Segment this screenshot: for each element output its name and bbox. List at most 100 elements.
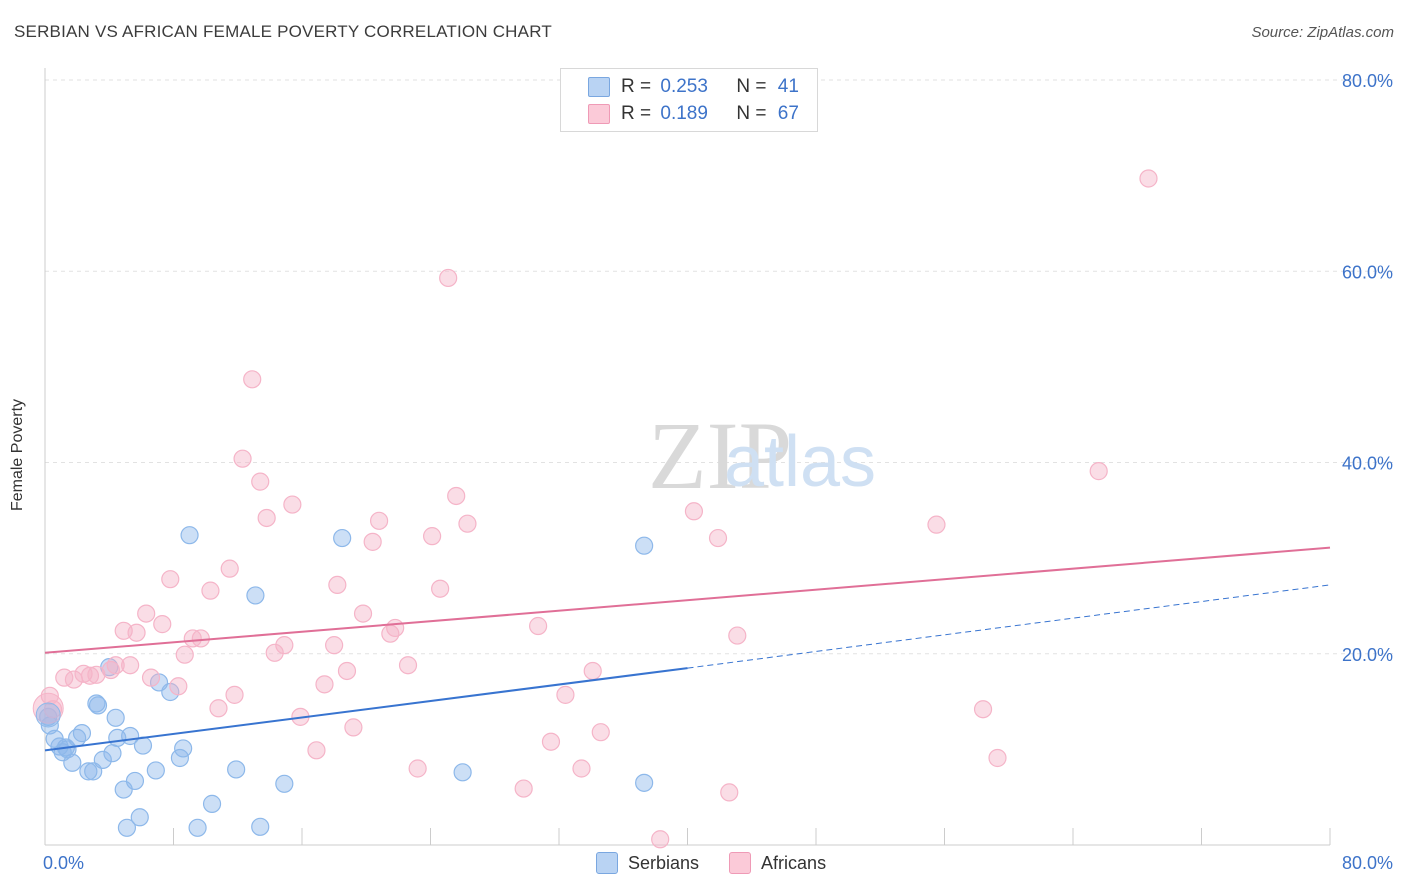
data-point xyxy=(635,773,654,792)
data-point xyxy=(458,514,477,533)
gridlines xyxy=(45,79,1394,655)
legend-n-label: N = xyxy=(736,76,767,97)
data-point xyxy=(133,736,153,755)
data-point xyxy=(127,623,146,642)
data-point xyxy=(583,661,602,681)
data-point xyxy=(363,532,382,551)
x-tick-label: 80.0% xyxy=(1342,853,1393,873)
data-point xyxy=(439,268,458,288)
y-tick-label: 80.0% xyxy=(1342,71,1393,91)
data-point xyxy=(423,527,442,546)
trend-lines xyxy=(44,546,1331,752)
data-point xyxy=(225,685,244,704)
data-point xyxy=(720,783,739,802)
data-point xyxy=(32,692,64,724)
data-point xyxy=(708,528,728,548)
data-point xyxy=(315,675,334,694)
data-point xyxy=(106,708,125,727)
data-point xyxy=(80,666,100,685)
data-point xyxy=(344,718,363,737)
legend-row-serbians: R = 0.253 N = 41 xyxy=(621,75,799,99)
data-point xyxy=(386,618,405,638)
legend-label-serbians: Serbians xyxy=(628,852,700,873)
data-point xyxy=(103,744,122,763)
legend-n-label: N = xyxy=(736,103,767,124)
legend-r-label: R = xyxy=(621,76,652,97)
data-point xyxy=(556,685,575,704)
data-point xyxy=(728,626,747,645)
series-legend: Serbians Africans xyxy=(596,852,826,874)
data-point xyxy=(408,759,427,778)
data-point xyxy=(74,664,93,683)
legend-label-africans: Africans xyxy=(761,852,827,873)
data-point xyxy=(973,700,993,719)
legend-swatch-africans xyxy=(588,104,610,124)
data-point xyxy=(651,830,670,849)
data-point xyxy=(146,761,165,780)
legend-swatch-serbians xyxy=(588,77,610,97)
data-point xyxy=(180,526,199,545)
data-point xyxy=(233,449,252,468)
data-point xyxy=(169,677,188,696)
data-point xyxy=(117,818,137,837)
legend-row-africans: R = 0.189 N = 67 xyxy=(621,102,799,126)
y-tick-label: 20.0% xyxy=(1342,645,1393,665)
data-point xyxy=(137,604,156,623)
legend-n-value: 67 xyxy=(777,103,799,124)
data-point xyxy=(572,759,591,778)
trend-line-serbians-extension xyxy=(687,584,1331,669)
data-point xyxy=(93,750,112,769)
data-point xyxy=(72,724,92,743)
data-point xyxy=(209,699,228,718)
data-point xyxy=(370,511,389,530)
data-point xyxy=(635,536,654,555)
y-tick-label: 60.0% xyxy=(1342,262,1393,282)
data-point xyxy=(251,817,270,836)
trend-line-serbians xyxy=(44,667,688,752)
legend-r-label: R = xyxy=(621,103,652,124)
data-point xyxy=(591,723,610,742)
data-point xyxy=(927,515,946,534)
data-point xyxy=(246,586,265,605)
data-point xyxy=(431,579,450,598)
legend-r-value: 0.253 xyxy=(660,76,708,97)
data-point xyxy=(35,702,61,728)
data-point xyxy=(220,559,239,578)
data-point xyxy=(257,508,276,528)
data-point xyxy=(87,665,106,684)
data-point xyxy=(191,629,210,648)
data-point xyxy=(275,774,294,793)
y-tick-label: 40.0% xyxy=(1342,454,1393,474)
data-points xyxy=(32,169,1158,849)
data-point xyxy=(130,808,149,827)
data-point xyxy=(333,528,352,548)
data-point xyxy=(1139,169,1158,188)
data-point xyxy=(283,495,302,514)
chart-title: SERBIAN VS AFRICAN FEMALE POVERTY CORREL… xyxy=(14,22,552,41)
data-point xyxy=(174,739,193,758)
data-point xyxy=(251,472,270,491)
legend-r-value: 0.189 xyxy=(660,103,708,124)
data-point xyxy=(541,732,561,751)
data-point xyxy=(63,753,82,772)
legend-swatch-africans xyxy=(729,852,752,874)
data-point xyxy=(227,760,246,779)
data-point xyxy=(353,604,373,623)
data-point xyxy=(447,486,466,506)
data-point xyxy=(1089,462,1108,481)
data-point xyxy=(202,794,222,813)
watermark-atlas: atlas xyxy=(724,422,876,502)
source-label: Source: ZipAtlas.com xyxy=(1251,24,1394,41)
data-point xyxy=(265,643,284,662)
correlation-legend: R = 0.253 N = 41 R = 0.189 N = 67 xyxy=(560,68,818,132)
data-point xyxy=(988,748,1007,768)
data-point xyxy=(275,636,294,655)
legend-swatch-serbians xyxy=(596,852,618,874)
data-point xyxy=(529,616,548,636)
data-point xyxy=(398,656,418,675)
data-point xyxy=(684,502,704,521)
data-point xyxy=(88,696,108,715)
data-point xyxy=(79,762,98,781)
tick-labels: 20.0% 40.0% 60.0% 80.0% 0.0% 80.0% xyxy=(43,71,1393,873)
data-point xyxy=(514,779,533,798)
